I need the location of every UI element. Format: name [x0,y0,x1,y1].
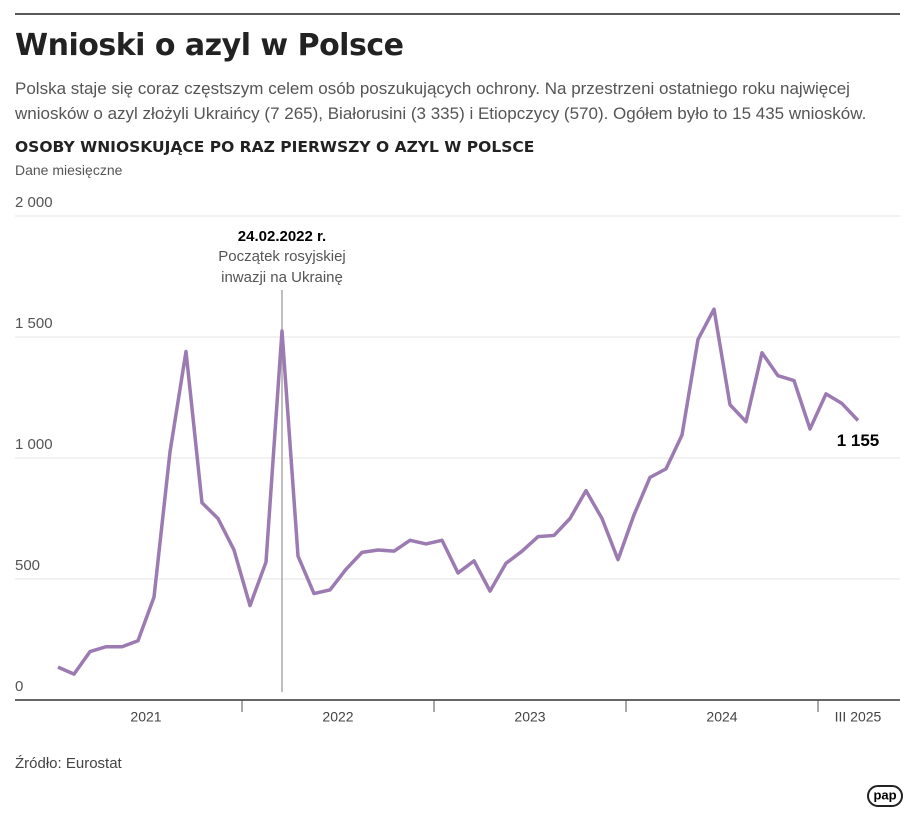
x-tick-label: III 2025 [835,709,882,725]
x-tick-label: 2022 [322,709,353,725]
chart-title: OSOBY WNIOSKUJĄCE PO RAZ PIERWSZY O AZYL… [15,138,535,156]
data-line [57,307,860,676]
logo: pap [867,785,903,807]
annotation-text: Początek rosyjskiej [218,248,346,265]
logo-text: pap [873,787,896,802]
y-tick-label: 2 000 [15,194,53,211]
logo-frame [867,785,903,807]
x-tick-label: 2021 [130,709,161,725]
annotation-text: inwazji na Ukrainę [221,269,343,286]
source: Źródło: Eurostat [15,755,122,772]
chart-subtitle: Dane miesięczne [15,162,123,178]
y-tick-label: 1 500 [15,315,53,332]
x-tick-label: 2024 [706,709,737,725]
x-tick-label: 2023 [514,709,545,725]
title: Wnioski o azyl w Polsce [15,28,404,63]
value-label: 1 155 [837,431,880,450]
y-tick-label: 500 [15,557,40,574]
subtitle: Polska staje się coraz częstszym celem o… [15,79,867,123]
annotation-title: 24.02.2022 r. [238,228,326,245]
y-tick-label: 0 [15,678,23,695]
y-tick-label: 1 000 [15,436,53,453]
